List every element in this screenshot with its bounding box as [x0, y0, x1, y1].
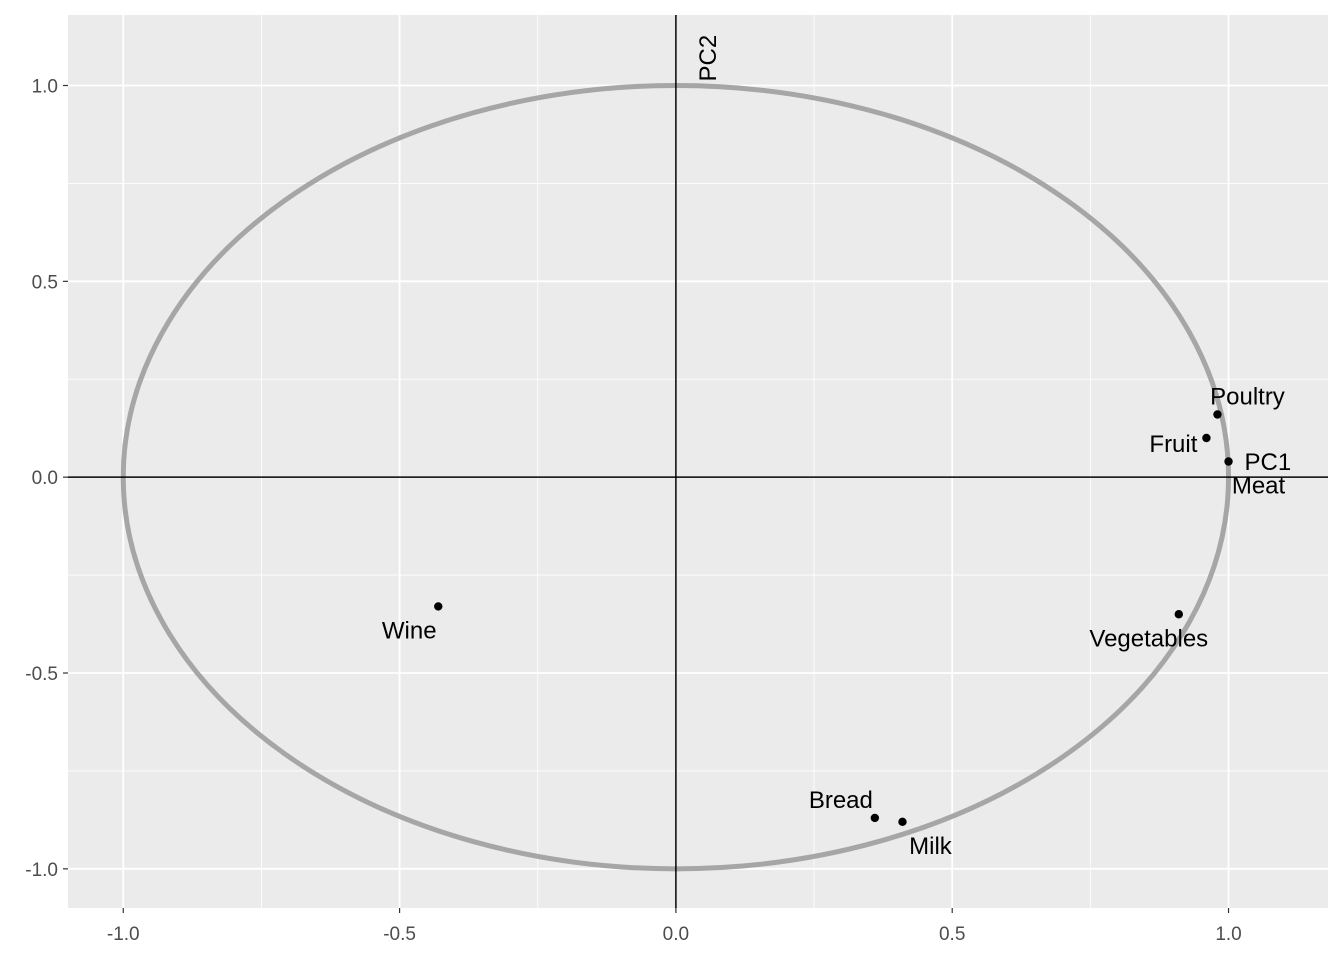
- y-tick-label: -0.5: [25, 664, 58, 685]
- y-tick-label: 0.5: [32, 272, 58, 293]
- x-tick-label: -1.0: [107, 924, 140, 945]
- axis-name-pc1: PC1: [1245, 449, 1292, 476]
- x-tick-label: 0.5: [939, 924, 965, 945]
- component-axis-labels: PC1 PC2: [695, 35, 1291, 476]
- label-bread: Bread: [809, 787, 873, 814]
- point-meat: [1224, 457, 1233, 466]
- point-poultry: [1213, 410, 1222, 419]
- point-wine: [434, 602, 443, 611]
- x-tick-label: 1.0: [1215, 924, 1241, 945]
- variable-labels: Poultry Fruit Meat Vegetables Wine Bread Milk: [382, 384, 1286, 860]
- x-tick-label: -0.5: [383, 924, 416, 945]
- x-axis-tick-labels: -1.0 -0.5 0.0 0.5 1.0: [107, 924, 1242, 945]
- label-milk: Milk: [909, 833, 953, 860]
- label-vegetables: Vegetables: [1089, 625, 1208, 652]
- y-axis-tick-labels: -1.0 -0.5 0.0 0.5 1.0: [25, 77, 58, 881]
- minor-gridlines: [68, 15, 1328, 908]
- y-tick-label: 1.0: [32, 77, 58, 98]
- axis-tick-marks: [63, 84, 1230, 913]
- label-meat: Meat: [1232, 473, 1286, 500]
- label-fruit: Fruit: [1149, 431, 1197, 458]
- point-vegetables: [1174, 610, 1183, 619]
- label-wine: Wine: [382, 617, 437, 644]
- y-tick-label: 0.0: [32, 468, 58, 489]
- point-milk: [898, 817, 907, 827]
- axis-name-pc2: PC2: [695, 35, 722, 82]
- point-bread: [870, 813, 880, 823]
- x-tick-label: 0.0: [663, 924, 689, 945]
- variable-points: [434, 410, 1233, 827]
- point-fruit: [1202, 433, 1211, 443]
- label-poultry: Poultry: [1210, 384, 1285, 411]
- y-tick-label: -1.0: [25, 860, 58, 881]
- plot-panel: [68, 15, 1328, 908]
